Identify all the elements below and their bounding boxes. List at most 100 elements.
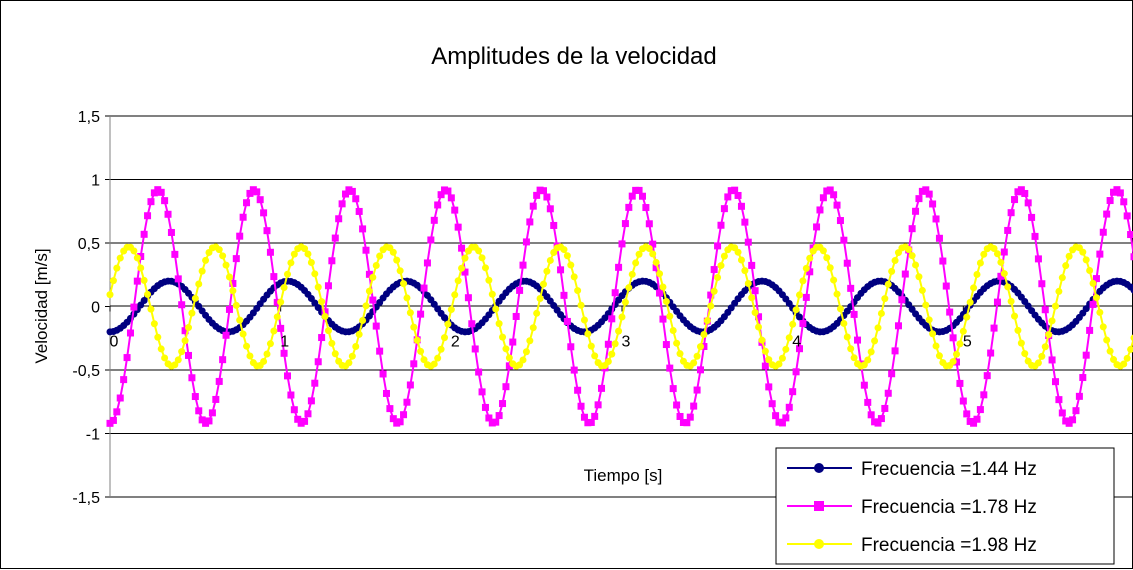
data-point	[629, 271, 636, 278]
data-point	[240, 331, 247, 338]
data-point	[154, 334, 161, 341]
data-point	[677, 413, 684, 420]
data-point	[673, 401, 680, 408]
data-point	[233, 302, 240, 309]
data-point	[670, 385, 677, 392]
data-point	[745, 239, 752, 246]
data-point	[315, 284, 322, 291]
data-point	[936, 352, 943, 359]
data-point	[926, 316, 933, 323]
data-point	[847, 285, 854, 292]
data-point	[434, 355, 441, 362]
data-point	[615, 264, 622, 271]
data-point	[417, 348, 424, 355]
data-point	[373, 323, 380, 330]
data-point	[236, 233, 243, 240]
data-point	[175, 275, 182, 282]
data-point	[219, 252, 226, 259]
data-point	[369, 297, 376, 304]
data-point	[673, 340, 680, 347]
data-point	[1025, 199, 1032, 206]
data-point	[608, 315, 615, 322]
data-point	[1124, 355, 1131, 362]
data-point	[663, 341, 670, 348]
data-point	[195, 281, 202, 288]
data-point	[578, 302, 585, 309]
data-point	[315, 358, 322, 365]
data-point	[864, 399, 871, 406]
data-point	[444, 188, 451, 195]
data-point	[793, 306, 800, 313]
data-point	[1021, 190, 1028, 197]
data-point	[482, 264, 489, 271]
data-point	[881, 405, 888, 412]
data-point	[973, 416, 980, 423]
data-point	[226, 306, 233, 313]
data-point	[697, 343, 704, 350]
data-point	[520, 262, 527, 269]
data-point	[1008, 209, 1015, 216]
data-point	[977, 406, 984, 413]
data-point	[861, 382, 868, 389]
data-point	[820, 194, 827, 201]
x-tick-label: 0	[110, 334, 119, 351]
data-point	[885, 281, 892, 288]
data-point	[591, 352, 598, 359]
data-point	[574, 387, 581, 394]
data-point	[690, 403, 697, 410]
data-point	[223, 332, 230, 339]
data-point	[318, 298, 325, 305]
data-point	[656, 290, 663, 297]
data-point	[188, 374, 195, 381]
data-point	[448, 306, 455, 313]
data-point	[410, 324, 417, 331]
data-point	[458, 265, 465, 272]
data-point	[147, 198, 154, 205]
data-point	[711, 266, 718, 273]
data-point	[537, 295, 544, 302]
data-point	[758, 337, 765, 344]
data-point	[369, 274, 376, 281]
data-point	[1120, 198, 1127, 205]
data-point	[482, 404, 489, 411]
data-point	[161, 354, 168, 361]
data-point	[335, 215, 342, 222]
data-point	[427, 236, 434, 243]
data-point	[475, 247, 482, 254]
data-point	[922, 302, 929, 309]
data-point	[277, 299, 284, 306]
data-point	[216, 378, 223, 385]
data-point	[240, 214, 247, 221]
data-point	[147, 306, 154, 313]
data-point	[1035, 359, 1042, 366]
data-point	[455, 277, 462, 284]
y-tick-labels: 1,510,50-0,5-1-1,5	[72, 109, 100, 507]
data-point	[799, 320, 806, 327]
data-point	[1069, 416, 1076, 423]
data-point	[1032, 233, 1039, 240]
data-point	[851, 354, 858, 361]
data-point	[499, 334, 506, 341]
y-tick-label: -0,5	[72, 363, 100, 380]
data-point	[383, 390, 390, 397]
x-tick-labels: 0123456	[110, 334, 1133, 351]
data-point	[885, 390, 892, 397]
data-point	[526, 337, 533, 344]
data-point	[496, 320, 503, 327]
data-point	[107, 291, 114, 298]
data-point	[789, 321, 796, 328]
data-point	[717, 262, 724, 269]
data-point	[359, 317, 366, 324]
data-point	[192, 295, 199, 302]
data-point	[741, 219, 748, 226]
data-point	[752, 309, 759, 316]
data-point	[380, 370, 387, 377]
data-point	[178, 348, 185, 355]
data-point	[1055, 396, 1062, 403]
data-point	[175, 356, 182, 363]
data-point	[847, 345, 854, 352]
data-point	[533, 310, 540, 317]
data-point	[137, 264, 144, 271]
data-point	[1086, 267, 1093, 274]
data-point	[438, 346, 445, 353]
